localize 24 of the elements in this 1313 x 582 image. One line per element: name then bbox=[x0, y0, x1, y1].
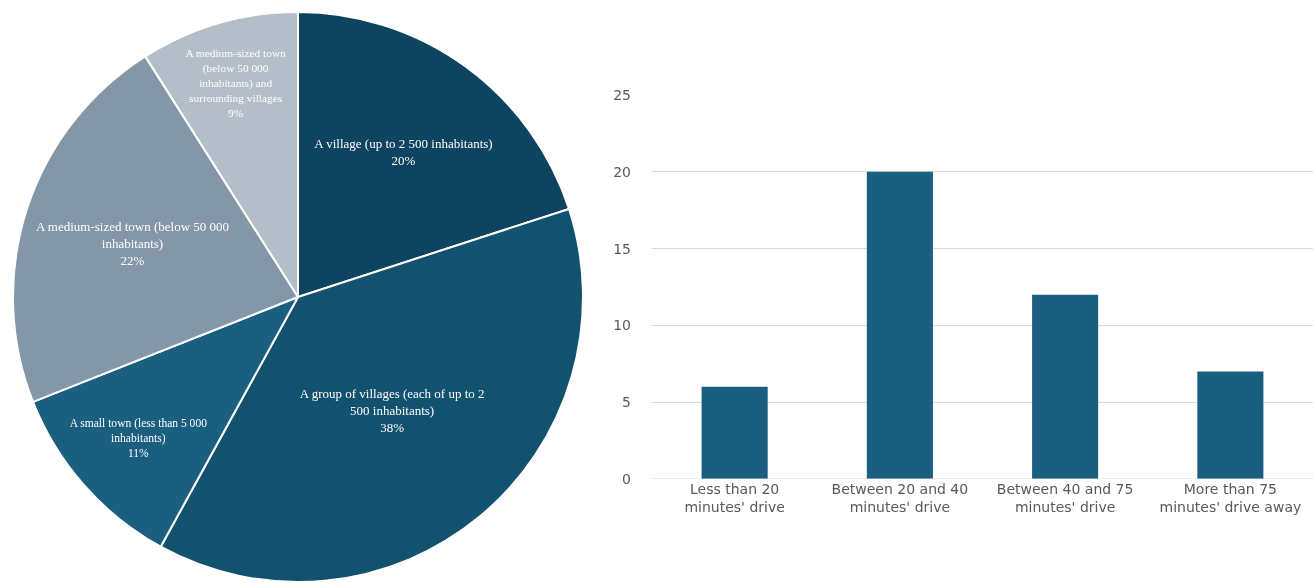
y-tick-label: 0 bbox=[622, 470, 631, 487]
x-tick-label: More than 75 minutes' drive away bbox=[1159, 481, 1302, 516]
data-label: 20% bbox=[391, 152, 416, 168]
data-label: 9% bbox=[228, 106, 244, 119]
slice-label: A village (up to 2 500 inhabitants) bbox=[314, 135, 493, 151]
y-tick-label: 20 bbox=[613, 163, 631, 180]
slice-label: A medium-sized town (below 50 000 inhabitants) and surrounding villages bbox=[185, 47, 287, 104]
x-tick-label: Less than 20 minutes' drive bbox=[684, 481, 785, 516]
bar bbox=[701, 386, 768, 479]
slice-label: A medium-sized town (below 50 000 inhabitants) bbox=[35, 218, 230, 251]
y-tick-label: 25 bbox=[613, 86, 631, 103]
x-tick-label: Between 20 and 40 minutes' drive bbox=[831, 481, 969, 516]
data-label: 11% bbox=[127, 446, 150, 460]
x-tick-label: Between 40 and 75 minutes' drive bbox=[996, 481, 1134, 516]
y-tick-label: 10 bbox=[613, 317, 631, 334]
y-tick-label: 15 bbox=[613, 240, 631, 257]
bar bbox=[1032, 294, 1099, 479]
data-label: 38% bbox=[380, 420, 405, 436]
bar bbox=[866, 171, 933, 479]
slice-label: A small town (less than 5 000 inhabitants) bbox=[69, 416, 208, 445]
data-label: 22% bbox=[120, 252, 145, 268]
y-tick-label: 5 bbox=[622, 394, 631, 411]
slice-label: A group of villages (each of up to 2 500 inhabitants) bbox=[299, 386, 485, 419]
bar bbox=[1197, 371, 1264, 479]
